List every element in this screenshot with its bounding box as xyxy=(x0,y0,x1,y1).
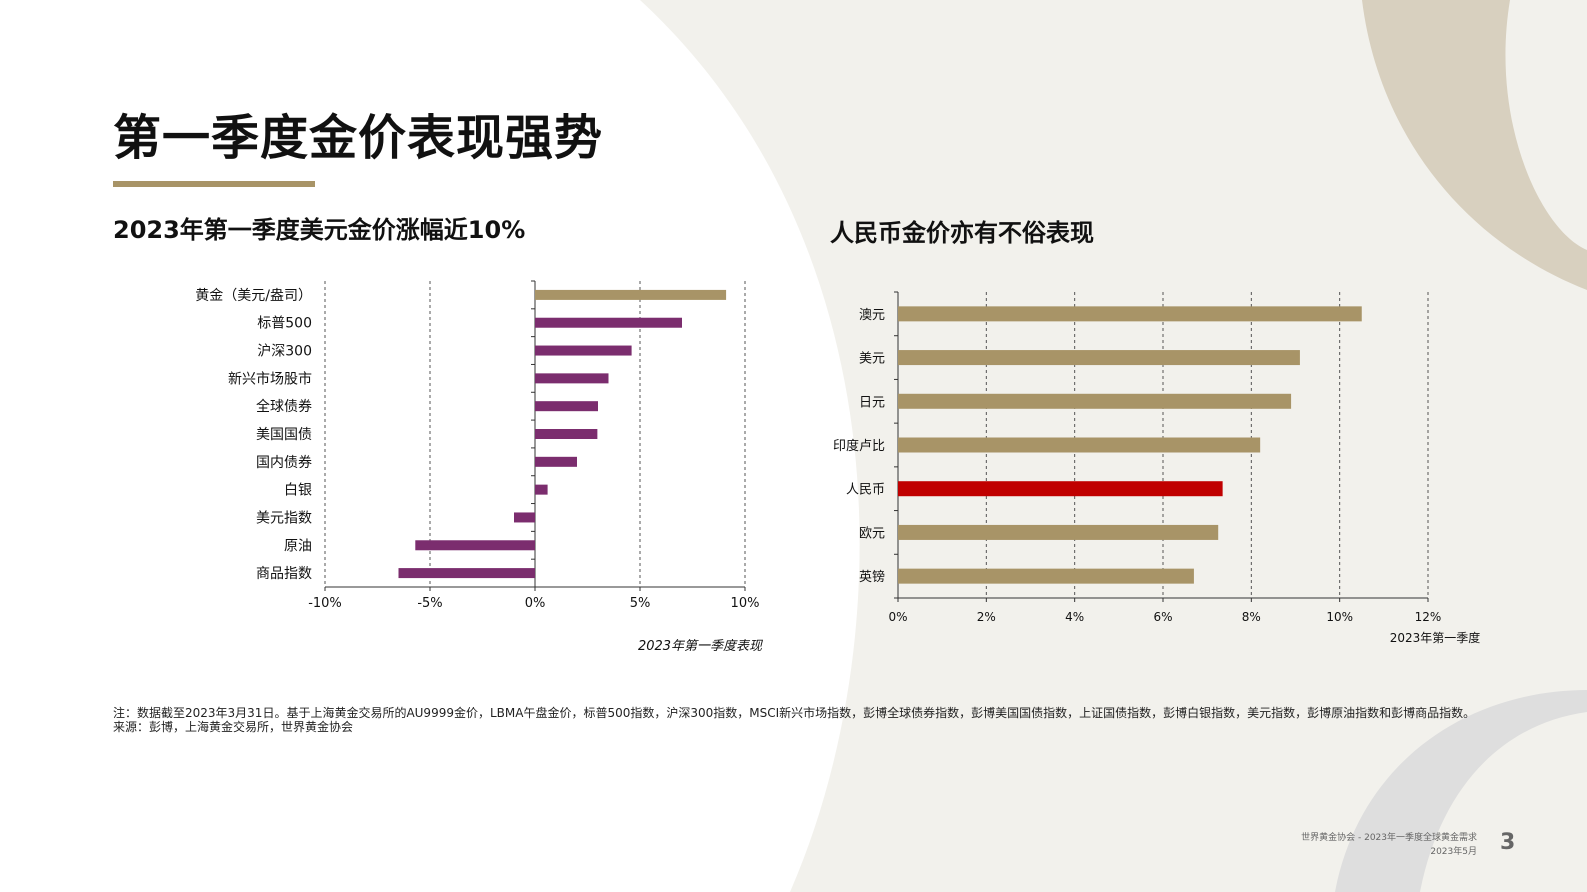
category-label: 全球债券 xyxy=(256,398,312,415)
category-label: 商品指数 xyxy=(256,566,312,582)
bar xyxy=(898,306,1362,322)
bar xyxy=(898,350,1300,366)
category-label: 新兴市场股市 xyxy=(228,370,312,387)
x-tick-label: 8% xyxy=(1242,610,1261,624)
title-underline xyxy=(113,181,315,187)
category-label: 印度卢比 xyxy=(833,438,885,454)
bar xyxy=(535,484,548,495)
x-tick-label: 12% xyxy=(1415,610,1442,624)
category-label: 澳元 xyxy=(859,307,885,323)
bar xyxy=(535,429,598,439)
category-label: 美元 xyxy=(859,352,885,367)
bar xyxy=(898,481,1223,497)
category-label: 国内债券 xyxy=(256,455,312,471)
x-tick-label: 2% xyxy=(977,610,996,624)
bar xyxy=(514,512,535,523)
bar xyxy=(398,568,535,579)
slide-title: 第一季度金价表现强势 xyxy=(113,110,604,166)
background-arc-top-right xyxy=(1362,0,1587,290)
right-chart-subtitle: 人民币金价亦有不俗表现 xyxy=(830,219,1094,247)
x-tick-label: 6% xyxy=(1153,610,1172,624)
x-tick-label: -5% xyxy=(417,596,442,611)
category-label: 美国国债 xyxy=(256,427,312,443)
bar xyxy=(415,540,535,551)
bar xyxy=(535,345,632,356)
bar xyxy=(535,317,682,328)
footer: 世界黄金协会 - 2023年一季度全球黄金需求 2023年5月 xyxy=(1301,831,1477,859)
x-tick-label: 10% xyxy=(731,596,760,611)
page-number: 3 xyxy=(1500,830,1516,855)
x-axis-title: 2023年第一季度 xyxy=(1390,630,1481,645)
footnote: 注：数据截至2023年3月31日。基于上海黄金交易所的AU9999金价，LBMA… xyxy=(113,706,1513,734)
x-tick-label: 10% xyxy=(1326,610,1353,624)
bar xyxy=(535,373,609,384)
footer-date: 2023年5月 xyxy=(1430,847,1477,857)
category-label: 欧元 xyxy=(859,526,885,541)
left-chart-subtitle: 2023年第一季度美元金价涨幅近10% xyxy=(113,216,526,244)
bar xyxy=(898,568,1194,584)
x-axis-title: 2023年第一季度表现 xyxy=(638,639,764,654)
category-label: 标普500 xyxy=(257,316,312,332)
category-label: 沪深300 xyxy=(257,344,312,360)
bar xyxy=(898,393,1292,409)
bar xyxy=(898,437,1261,453)
footer-publication: 世界黄金协会 - 2023年一季度全球黄金需求 xyxy=(1301,833,1477,843)
bar xyxy=(535,401,598,412)
category-label: 日元 xyxy=(859,395,885,410)
category-label: 原油 xyxy=(284,538,312,554)
x-tick-label: 4% xyxy=(1065,610,1084,624)
x-tick-label: 5% xyxy=(630,596,651,611)
x-tick-label: -10% xyxy=(308,596,342,611)
category-label: 人民币 xyxy=(846,483,885,498)
bar xyxy=(535,456,577,467)
category-label: 黄金（美元/盎司） xyxy=(195,287,312,304)
category-label: 白银 xyxy=(284,483,312,499)
bar xyxy=(898,524,1219,540)
background-arc-bottom-right xyxy=(1335,690,1587,892)
bar xyxy=(535,289,727,300)
footnote-note: 注：数据截至2023年3月31日。基于上海黄金交易所的AU9999金价，LBMA… xyxy=(113,706,1476,720)
x-tick-label: 0% xyxy=(888,610,907,624)
category-label: 美元指数 xyxy=(256,510,312,526)
footnote-source: 来源：彭博，上海黄金交易所，世界黄金协会 xyxy=(113,720,354,734)
category-label: 英镑 xyxy=(859,569,885,585)
x-tick-label: 0% xyxy=(525,596,546,611)
